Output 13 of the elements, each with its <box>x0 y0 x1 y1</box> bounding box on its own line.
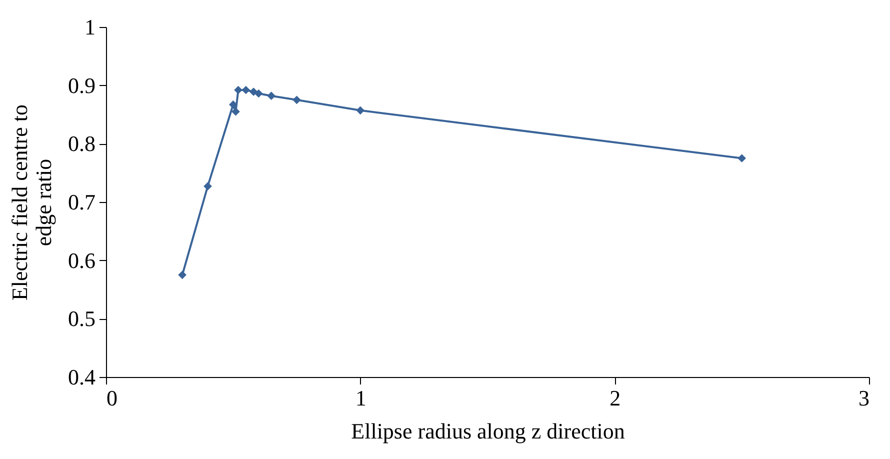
x-tick-label: 3 <box>858 386 870 410</box>
y-tick-label: 0.7 <box>68 190 96 214</box>
y-tick-label: 0.8 <box>68 131 96 156</box>
x-tick-label: 2 <box>610 386 621 410</box>
y-tick-label: 0.5 <box>68 306 96 332</box>
y-tick-label: 0.6 <box>68 248 96 273</box>
y-axis-title: Electric field centre to edge ratio <box>7 104 56 301</box>
x-tick-label: 0 <box>106 386 118 410</box>
x-axis-title: Ellipse radius along z direction <box>351 418 625 444</box>
y-tick-label: 0.4 <box>68 364 96 390</box>
y-tick-label: 0.9 <box>68 72 96 98</box>
x-tick-label: 1 <box>355 386 366 410</box>
y-tick-label: 1 <box>84 14 96 40</box>
